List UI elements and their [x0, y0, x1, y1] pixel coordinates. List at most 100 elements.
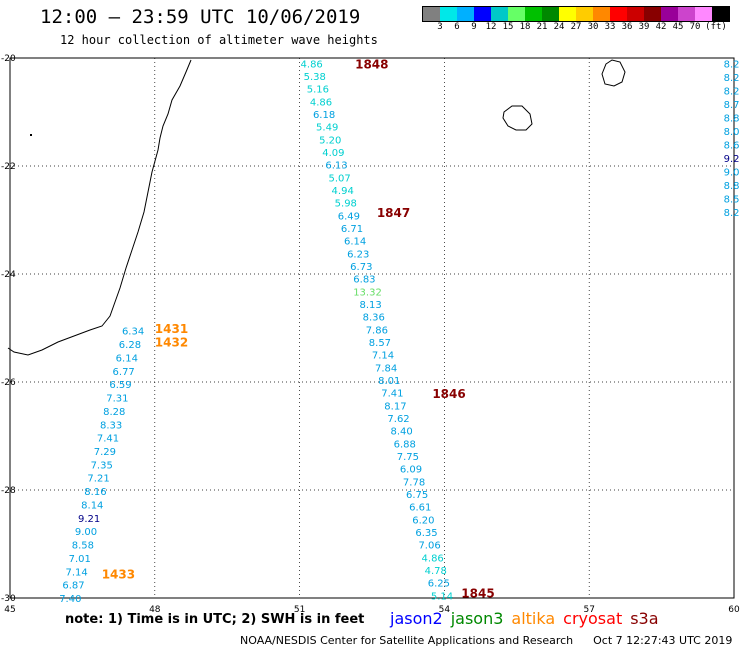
swh-value: 4.94	[332, 186, 354, 197]
notes-text: note: 1) Time is in UTC; 2) SWH is in fe…	[65, 612, 365, 627]
page-title: 12:00 – 23:59 UTC 10/06/2019	[40, 6, 361, 28]
legend-cryosat: cryosat	[563, 609, 623, 628]
legend-jason3: jason3	[450, 609, 504, 628]
map-border	[9, 57, 735, 599]
altimeter-tracks: 6.34 6.28 6.14 6.77 6.59 7.31 8.28 8.33 7.41 7.29…	[59, 57, 739, 605]
swh-value: 6.35	[415, 528, 437, 539]
swh-value: 8.14	[81, 500, 103, 511]
swh-value: 8.6	[724, 140, 740, 151]
swh-value: 8.33	[100, 420, 122, 431]
graticule	[9, 57, 735, 599]
swh-value: 13.32	[353, 287, 382, 298]
scale-label: 9	[471, 22, 477, 32]
scale-swatch	[610, 7, 627, 21]
swh-value: 6.77	[113, 367, 135, 378]
pass-time-label: 1847	[377, 206, 410, 220]
scale-swatch	[695, 7, 712, 21]
lat-tick-label: -28	[1, 486, 16, 496]
swh-value: 9.0	[724, 167, 740, 178]
lon-tick-label: 51	[294, 605, 305, 615]
footer-timestamp: Oct 7 12:27:43 UTC 2019	[593, 634, 733, 647]
scale-swatch	[457, 7, 474, 21]
swh-value: 8.2	[724, 208, 740, 219]
scale-swatch	[678, 7, 695, 21]
swh-value: 8.8	[724, 113, 740, 124]
swh-value: 6.83	[353, 275, 375, 286]
scale-swatch	[661, 7, 678, 21]
madagascar-coastline	[7, 59, 192, 356]
lat-tick-label: -30	[1, 594, 16, 604]
swh-value: 7.41	[97, 434, 119, 445]
swh-value: 5.20	[319, 135, 341, 146]
scale-swatch	[644, 7, 661, 21]
scale-label: 39	[638, 22, 650, 32]
swh-value: 6.25	[428, 579, 450, 590]
scale-label: 42	[655, 22, 667, 32]
swh-value: 7.29	[94, 447, 116, 458]
scale-label: 12	[485, 22, 497, 32]
swh-value: 7.41	[381, 389, 403, 400]
swh-value: 5.49	[316, 123, 338, 134]
swh-value: 8.13	[359, 300, 381, 311]
scale-swatch	[542, 7, 559, 21]
swh-value: 7.78	[403, 477, 425, 488]
swh-value: 6.09	[400, 465, 422, 476]
lon-tick-label: 48	[149, 605, 161, 615]
swh-value: 8.2	[724, 86, 740, 97]
swh-value: 6.73	[350, 262, 372, 273]
scale-swatch	[491, 7, 508, 21]
pass-time-label: 1431	[155, 322, 188, 336]
swh-value: 8.5	[724, 194, 740, 205]
pass-time-label: 1433	[102, 568, 135, 582]
swh-value: 4.78	[425, 566, 447, 577]
scale-label: 21	[536, 22, 548, 32]
lon-tick-label: 57	[583, 605, 594, 615]
swh-value: 9.21	[78, 514, 100, 525]
scale-label: 27	[570, 22, 582, 32]
pass-time-label: 1846	[432, 387, 465, 401]
small-island	[30, 134, 32, 136]
pass-time-label: 1845	[461, 587, 494, 601]
footer: NOAA/NESDIS Center for Satellite Applica…	[240, 634, 732, 647]
scale-label: 30	[587, 22, 599, 32]
color-scale-labels: 3 6 9 12 15 18 21 24 27 30 33 36 39 42 45 70 (ft)	[422, 22, 740, 34]
swh-value: 7.01	[69, 554, 91, 565]
swh-value: 6.20	[412, 515, 434, 526]
scale-label: 15	[502, 22, 514, 32]
swh-value: 8.2	[724, 59, 740, 70]
swh-value: 8.0	[724, 127, 740, 138]
swh-value: 5.16	[307, 85, 329, 96]
swh-value: 6.59	[109, 380, 131, 391]
lat-tick-label: -22	[1, 162, 16, 172]
legend-s3a: s3a	[630, 609, 659, 628]
swh-value: 7.62	[387, 414, 409, 425]
swh-value: 5.38	[304, 72, 326, 83]
swh-value: 7.35	[91, 460, 113, 471]
swh-value: 4.86	[422, 553, 444, 564]
axis-ticks: 45 48 51 54 57 60 -20 -22 -24 -26 -28 -30	[1, 54, 740, 615]
swh-value: 6.18	[313, 110, 335, 121]
swh-value: 8.8	[724, 181, 740, 192]
color-scale-bar	[422, 6, 730, 22]
lon-tick-label: 60	[728, 605, 740, 615]
swh-value: 9.00	[75, 527, 97, 538]
scale-swatch	[627, 7, 644, 21]
swh-value: 7.14	[372, 351, 394, 362]
swh-value: 7.21	[87, 474, 109, 485]
swh-value: 7.06	[418, 541, 440, 552]
legend-altika: altika	[511, 609, 556, 628]
swh-value: 7.14	[65, 567, 87, 578]
swh-value: 8.28	[103, 407, 125, 418]
footer-credit: NOAA/NESDIS Center for Satellite Applica…	[240, 634, 574, 647]
swh-value: 5.14	[431, 591, 453, 602]
swh-value: 6.87	[62, 581, 84, 592]
swh-value: 7.40	[59, 594, 81, 605]
scale-swatch	[576, 7, 593, 21]
swh-value: 6.23	[347, 249, 369, 260]
swh-value: 7.86	[366, 325, 388, 336]
satellite-legend: jason2 jason3 altika cryosat s3a	[390, 609, 667, 628]
page-subtitle: 12 hour collection of altimeter wave hei…	[60, 33, 378, 47]
swh-value: 8.16	[84, 487, 106, 498]
scale-swatch	[474, 7, 491, 21]
